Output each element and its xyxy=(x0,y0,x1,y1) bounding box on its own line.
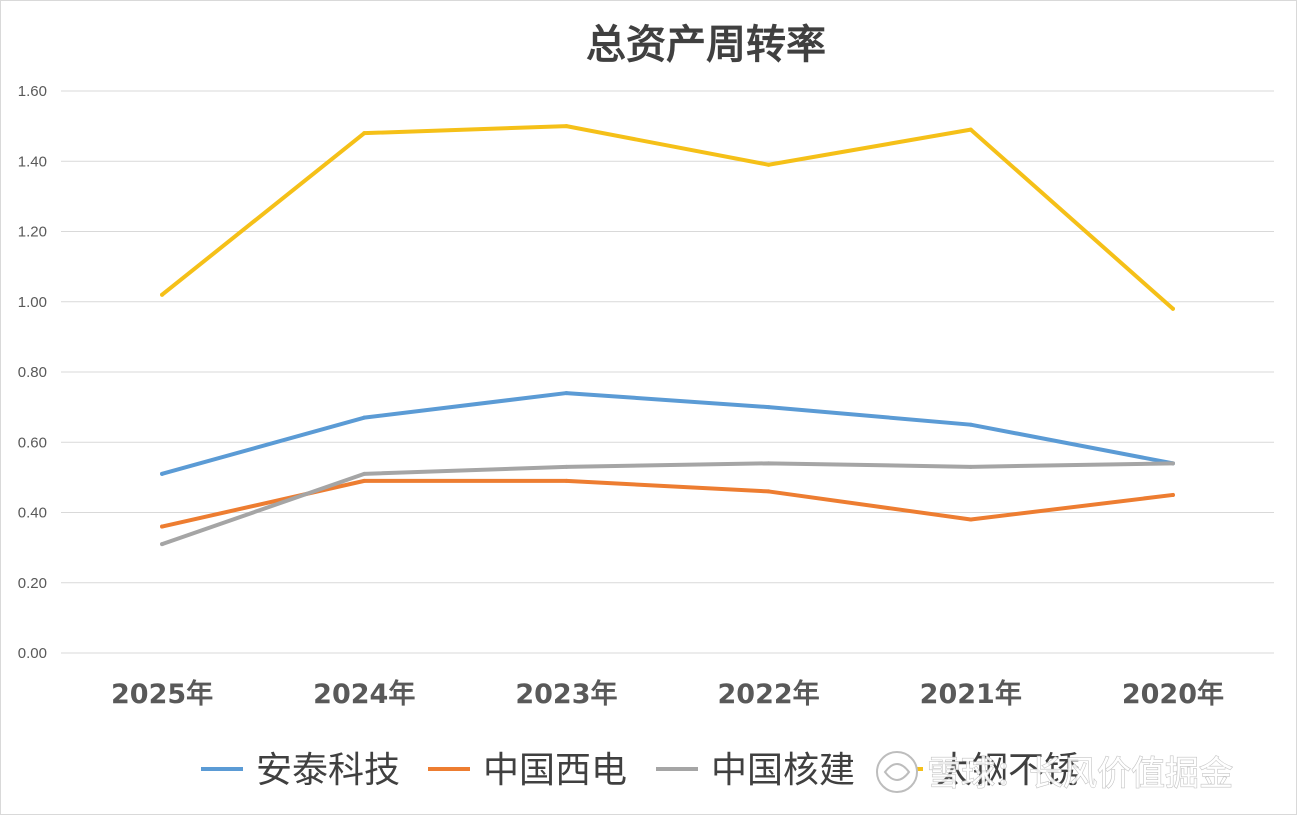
y-tick-label: 0.80 xyxy=(18,364,47,381)
data-point xyxy=(564,391,569,396)
y-tick-label: 1.00 xyxy=(18,294,47,311)
data-point xyxy=(1170,461,1175,466)
series-group xyxy=(160,391,1175,476)
data-point xyxy=(766,405,771,410)
series-group xyxy=(160,124,1175,311)
data-point xyxy=(362,415,367,420)
snowball-logo-icon xyxy=(876,751,918,793)
x-tick-label: 2023年 xyxy=(515,678,617,710)
series-line xyxy=(160,478,1175,529)
x-tick-label: 2022年 xyxy=(718,678,820,710)
legend-item: 安泰科技 xyxy=(201,750,400,791)
y-tick-label: 1.40 xyxy=(18,153,47,170)
data-point xyxy=(160,524,165,529)
series-line xyxy=(160,124,1175,311)
data-point xyxy=(160,292,165,297)
data-point xyxy=(766,162,771,167)
y-tick-label: 1.20 xyxy=(18,224,47,241)
data-point xyxy=(968,517,973,522)
chart-title: 总资产周转率 xyxy=(586,22,826,68)
data-point xyxy=(1170,306,1175,311)
y-tick-label: 0.20 xyxy=(18,575,47,592)
series-line xyxy=(160,391,1175,476)
data-point xyxy=(968,464,973,469)
series-group xyxy=(160,478,1175,529)
series-group xyxy=(160,461,1175,547)
data-point xyxy=(564,464,569,469)
legend-label: 太钢不锈 xyxy=(936,750,1080,791)
watermark-text: 雪球：长风价值掘金 xyxy=(927,754,1233,794)
x-tick-label: 2020年 xyxy=(1122,678,1224,710)
series-lines xyxy=(160,124,1175,547)
y-tick-label: 1.60 xyxy=(18,83,47,100)
data-point xyxy=(968,127,973,132)
data-point xyxy=(362,471,367,476)
data-point xyxy=(160,542,165,547)
y-tick-label: 0.00 xyxy=(18,645,47,662)
data-point xyxy=(362,478,367,483)
legend-label: 中国西电 xyxy=(483,750,627,791)
data-point xyxy=(1170,492,1175,497)
data-point xyxy=(766,461,771,466)
watermark: 雪球：长风价值掘金 xyxy=(876,751,1234,795)
x-tick-label: 2024年 xyxy=(313,678,415,710)
data-point xyxy=(766,489,771,494)
legend-label: 中国核建 xyxy=(711,750,855,791)
legend: 安泰科技 中国西电 中国核建 太钢不锈 xyxy=(201,750,1080,791)
legend-item: 中国核建 xyxy=(656,750,855,791)
data-point xyxy=(160,471,165,476)
y-tick-label: 0.40 xyxy=(18,505,47,522)
x-axis-ticks: 2025年 2024年 2023年 2022年 2021年 2020年 xyxy=(111,678,1224,710)
legend-label: 安泰科技 xyxy=(256,750,400,791)
x-tick-label: 2021年 xyxy=(920,678,1022,710)
series-line xyxy=(160,461,1175,547)
data-point xyxy=(564,478,569,483)
legend-item: 中国西电 xyxy=(428,750,627,791)
gridlines xyxy=(61,90,1274,654)
data-point xyxy=(968,422,973,427)
y-tick-label: 0.60 xyxy=(18,434,47,451)
x-tick-label: 2025年 xyxy=(111,678,213,710)
data-point xyxy=(564,124,569,129)
data-point xyxy=(362,131,367,136)
y-axis-ticks: 0.00 0.20 0.40 0.60 0.80 1.00 1.20 1.40 1.60 xyxy=(18,83,47,662)
